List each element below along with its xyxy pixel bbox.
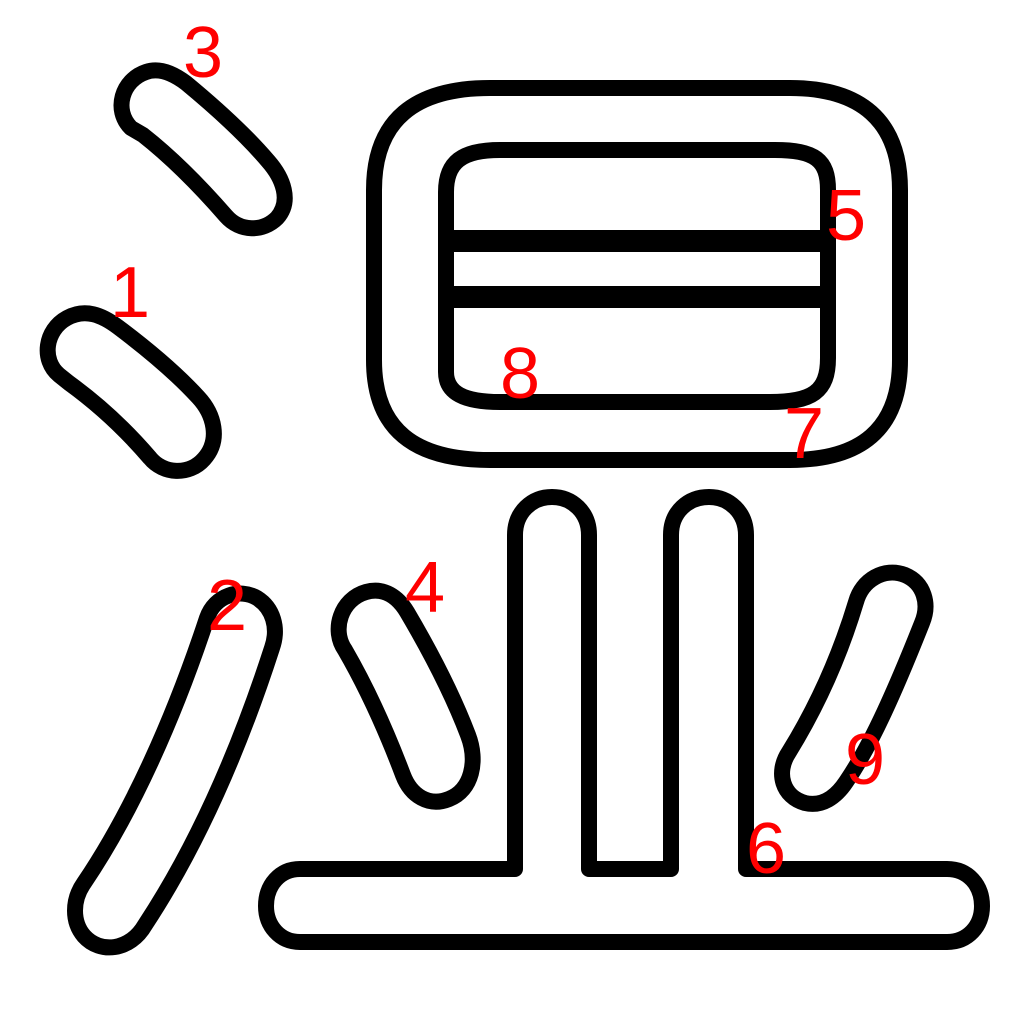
stroke-4-shape	[330, 582, 481, 810]
stroke-number-2: 2	[207, 566, 247, 646]
stroke-3-shape	[113, 62, 293, 237]
stroke-number-4: 4	[405, 548, 445, 628]
stroke-number-9: 9	[845, 720, 885, 800]
stroke-2-shape	[67, 585, 283, 956]
stroke-1-shape	[39, 305, 222, 479]
stroke-7-shape	[366, 80, 908, 468]
stroke-number-5: 5	[826, 176, 866, 256]
stroke-6-shape	[258, 489, 990, 950]
stroke-number-3: 3	[183, 13, 223, 93]
stroke-number-6: 6	[746, 809, 786, 889]
stroke-number-8: 8	[500, 334, 540, 414]
stroke-number-7: 7	[784, 394, 824, 474]
stroke-8-shape	[438, 286, 836, 308]
stroke-5-shape	[438, 230, 836, 252]
stroke-number-1: 1	[110, 253, 150, 333]
stroke-9-shape	[774, 564, 934, 812]
